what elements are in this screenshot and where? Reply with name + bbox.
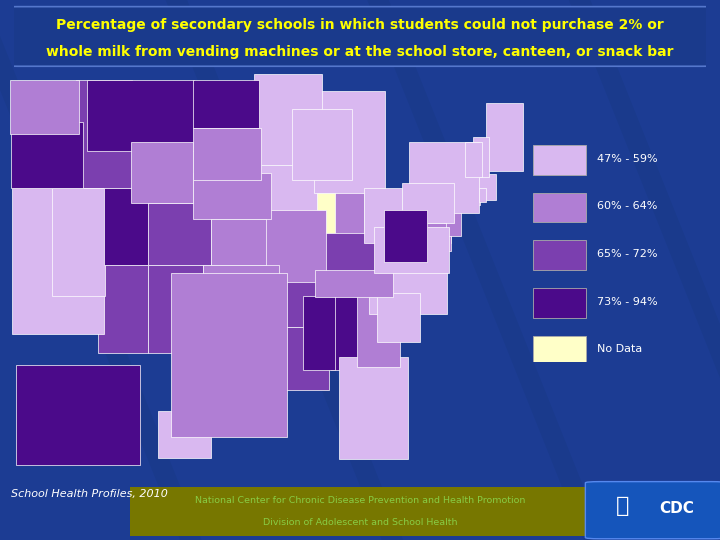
Polygon shape [0,0,180,540]
Bar [472,137,490,177]
Text: 73% - 94%: 73% - 94% [597,296,657,307]
Bar [104,188,148,265]
Bar [384,210,427,262]
Bar [463,186,480,205]
Text: Division of Adolescent and School Health: Division of Adolescent and School Health [263,518,457,527]
Text: Percentage of secondary schools in which students could not purchase 2% or: Percentage of secondary schools in which… [56,18,664,32]
Polygon shape [590,0,720,540]
Bar [76,80,132,188]
Bar [259,165,317,213]
Bar [331,296,364,370]
Bar [158,411,212,457]
Bar [357,296,400,367]
Bar [374,226,449,273]
Text: 65% - 72%: 65% - 72% [597,249,657,259]
Bar [11,122,83,188]
Polygon shape [389,0,720,540]
Bar [148,265,202,353]
Bar [364,188,402,244]
Bar [315,91,385,193]
Bar [335,191,364,253]
Bar [87,80,194,151]
Polygon shape [187,0,583,540]
Bar [479,188,486,202]
FancyBboxPatch shape [585,482,720,539]
Bar [98,265,148,353]
Text: CDC: CDC [660,502,694,516]
Bar [282,327,328,390]
Bar [254,74,323,165]
Text: 60% - 64%: 60% - 64% [597,201,657,212]
Bar [12,188,104,334]
Bar [292,110,352,180]
Bar [305,180,341,267]
Bar [16,365,140,465]
Bar [533,193,585,222]
Bar [266,210,326,282]
Bar [533,145,585,174]
Bar [533,240,585,270]
Bar [210,219,277,265]
Text: 47% - 59%: 47% - 59% [597,154,657,164]
Bar [52,188,105,296]
Bar [277,273,322,327]
Bar [193,173,271,219]
Bar [465,142,482,177]
Bar [377,293,420,342]
Bar [464,174,497,200]
Bar [369,271,446,314]
Bar [408,142,479,213]
Bar [315,269,392,298]
Bar [303,296,335,370]
Bar [193,80,259,128]
Bar [10,80,79,134]
Text: School Health Profiles, 2010: School Health Profiles, 2010 [11,489,168,499]
Bar [130,487,590,536]
Bar [339,357,408,459]
Bar [193,128,261,180]
Text: No Data: No Data [597,345,642,354]
Polygon shape [0,0,382,540]
Text: whole milk from vending machines or at the school store, canteen, or snack bar: whole milk from vending machines or at t… [46,45,674,59]
Text: 🦅: 🦅 [616,496,629,516]
Text: National Center for Chronic Disease Prevention and Health Promotion: National Center for Chronic Disease Prev… [195,496,525,505]
Bar [446,197,461,236]
Bar [130,142,193,204]
Bar [444,222,451,244]
FancyBboxPatch shape [4,6,716,66]
Bar [322,233,390,273]
Bar [202,265,279,318]
Bar [148,204,210,265]
Bar [533,288,585,318]
Bar [411,224,451,251]
Bar [402,184,454,224]
Bar [533,336,585,365]
Bar [486,103,523,171]
Bar [171,273,287,437]
